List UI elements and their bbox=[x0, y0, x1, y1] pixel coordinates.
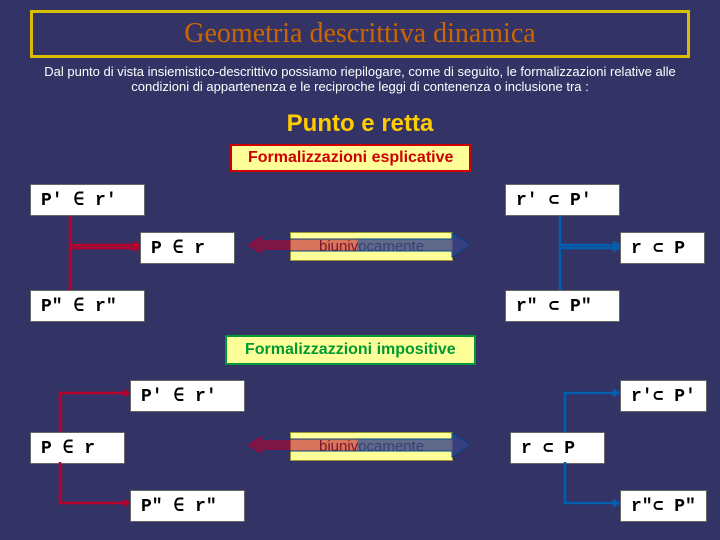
box-imp-bot-left: P" ∈ r" bbox=[130, 490, 245, 522]
label-impositive: Formalizzazzioni impositive bbox=[225, 335, 476, 365]
subtitle-text: Dal punto di vista insiemistico-descritt… bbox=[30, 64, 690, 94]
box-imp-top-left: P' ∈ r' bbox=[130, 380, 245, 412]
page-title: Geometria descrittiva dinamica bbox=[30, 10, 690, 58]
heading: Punto e retta bbox=[0, 110, 720, 138]
box-imp-mid-right: r ⊂ P bbox=[510, 432, 605, 464]
box-esp-top-left: P' ∈ r' bbox=[30, 184, 145, 216]
box-esp-bot-right: r" ⊂ P" bbox=[505, 290, 620, 322]
label-explicative: Formalizzazioni esplicative bbox=[230, 144, 471, 172]
box-esp-mid-right: r ⊂ P bbox=[620, 232, 705, 264]
box-imp-top-right: r'⊂ P' bbox=[620, 380, 707, 412]
biuniv-2: biunivocamente bbox=[290, 432, 453, 461]
box-imp-mid-left: P ∈ r bbox=[30, 432, 125, 464]
box-esp-bot-left: P" ∈ r" bbox=[30, 290, 145, 322]
box-imp-bot-right: r"⊂ P" bbox=[620, 490, 707, 522]
box-esp-mid-left: P ∈ r bbox=[140, 232, 235, 264]
box-esp-top-right: r' ⊂ P' bbox=[505, 184, 620, 216]
biuniv-1: biunivocamente bbox=[290, 232, 453, 261]
